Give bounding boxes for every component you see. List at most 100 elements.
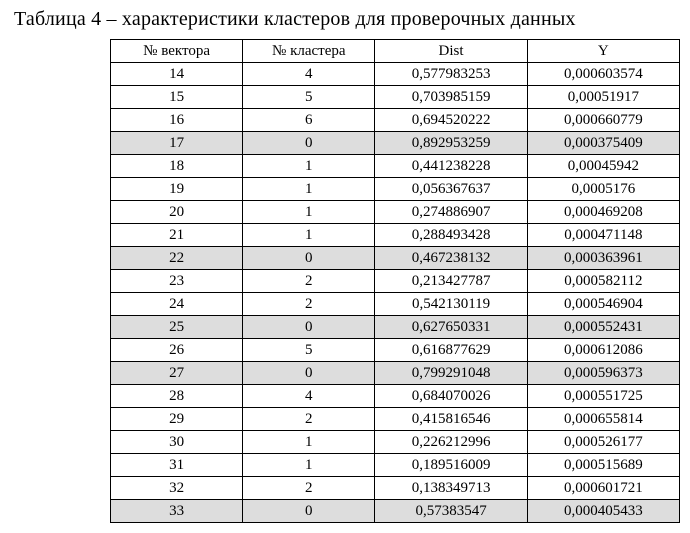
cell-vector: 15 [111, 86, 243, 109]
cell-cluster: 4 [243, 63, 375, 86]
cell-vector: 33 [111, 500, 243, 523]
cell-y: 0,000526177 [527, 431, 679, 454]
cell-dist: 0,627650331 [375, 316, 527, 339]
cell-y: 0,000469208 [527, 201, 679, 224]
cell-y: 0,000552431 [527, 316, 679, 339]
cell-cluster: 0 [243, 247, 375, 270]
cell-dist: 0,288493428 [375, 224, 527, 247]
cell-vector: 25 [111, 316, 243, 339]
cell-dist: 0,138349713 [375, 477, 527, 500]
cell-dist: 0,684070026 [375, 385, 527, 408]
cell-dist: 0,226212996 [375, 431, 527, 454]
table-body: 1440,5779832530,0006035741550,7039851590… [111, 63, 680, 523]
cell-dist: 0,892953259 [375, 132, 527, 155]
cell-y: 0,000546904 [527, 293, 679, 316]
table-row: 2420,5421301190,000546904 [111, 293, 680, 316]
cell-dist: 0,694520222 [375, 109, 527, 132]
table-caption: Таблица 4 – характеристики кластеров для… [14, 8, 680, 31]
table-row: 2700,7992910480,000596373 [111, 362, 680, 385]
table-row: 2010,2748869070,000469208 [111, 201, 680, 224]
table-row: 2110,2884934280,000471148 [111, 224, 680, 247]
cell-dist: 0,467238132 [375, 247, 527, 270]
cell-dist: 0,274886907 [375, 201, 527, 224]
cell-vector: 14 [111, 63, 243, 86]
table-row: 2500,6276503310,000552431 [111, 316, 680, 339]
cell-vector: 30 [111, 431, 243, 454]
table-row: 2320,2134277870,000582112 [111, 270, 680, 293]
cell-dist: 0,056367637 [375, 178, 527, 201]
cell-cluster: 2 [243, 293, 375, 316]
cell-dist: 0,441238228 [375, 155, 527, 178]
cell-y: 0,000551725 [527, 385, 679, 408]
cell-cluster: 2 [243, 270, 375, 293]
cell-y: 0,000582112 [527, 270, 679, 293]
col-header-cluster: № кластера [243, 40, 375, 63]
cluster-table: № вектора № кластера Dist Y 1440,5779832… [110, 39, 680, 523]
cell-y: 0,00045942 [527, 155, 679, 178]
table-row: 3220,1383497130,000601721 [111, 477, 680, 500]
cell-y: 0,000471148 [527, 224, 679, 247]
cell-cluster: 0 [243, 362, 375, 385]
cell-dist: 0,415816546 [375, 408, 527, 431]
cell-vector: 20 [111, 201, 243, 224]
cell-cluster: 0 [243, 500, 375, 523]
cell-cluster: 1 [243, 155, 375, 178]
cell-vector: 18 [111, 155, 243, 178]
cell-vector: 21 [111, 224, 243, 247]
cell-vector: 17 [111, 132, 243, 155]
cell-vector: 29 [111, 408, 243, 431]
table-row: 1440,5779832530,000603574 [111, 63, 680, 86]
cell-y: 0,000375409 [527, 132, 679, 155]
cluster-table-container: № вектора № кластера Dist Y 1440,5779832… [110, 39, 680, 523]
table-row: 2650,6168776290,000612086 [111, 339, 680, 362]
cell-y: 0,000601721 [527, 477, 679, 500]
cell-cluster: 2 [243, 477, 375, 500]
table-row: 3010,2262129960,000526177 [111, 431, 680, 454]
cell-cluster: 1 [243, 224, 375, 247]
cell-cluster: 5 [243, 86, 375, 109]
cell-vector: 19 [111, 178, 243, 201]
cell-dist: 0,189516009 [375, 454, 527, 477]
table-header-row: № вектора № кластера Dist Y [111, 40, 680, 63]
cell-y: 0,000596373 [527, 362, 679, 385]
cell-cluster: 2 [243, 408, 375, 431]
cell-cluster: 6 [243, 109, 375, 132]
cell-y: 0,0005176 [527, 178, 679, 201]
cell-y: 0,000515689 [527, 454, 679, 477]
table-row: 1700,8929532590,000375409 [111, 132, 680, 155]
cell-cluster: 0 [243, 132, 375, 155]
cell-dist: 0,799291048 [375, 362, 527, 385]
cell-vector: 27 [111, 362, 243, 385]
cell-y: 0,000603574 [527, 63, 679, 86]
cell-y: 0,000405433 [527, 500, 679, 523]
cell-cluster: 1 [243, 178, 375, 201]
table-row: 1910,0563676370,0005176 [111, 178, 680, 201]
cell-vector: 23 [111, 270, 243, 293]
cell-y: 0,000363961 [527, 247, 679, 270]
cell-cluster: 1 [243, 431, 375, 454]
cell-cluster: 0 [243, 316, 375, 339]
cell-vector: 26 [111, 339, 243, 362]
cell-dist: 0,577983253 [375, 63, 527, 86]
table-row: 1660,6945202220,000660779 [111, 109, 680, 132]
cell-y: 0,000660779 [527, 109, 679, 132]
cell-dist: 0,616877629 [375, 339, 527, 362]
cell-vector: 24 [111, 293, 243, 316]
cell-vector: 22 [111, 247, 243, 270]
cell-vector: 16 [111, 109, 243, 132]
cell-y: 0,00051917 [527, 86, 679, 109]
table-row: 3300,573835470,000405433 [111, 500, 680, 523]
table-row: 2200,4672381320,000363961 [111, 247, 680, 270]
table-row: 2920,4158165460,000655814 [111, 408, 680, 431]
cell-cluster: 4 [243, 385, 375, 408]
cell-dist: 0,213427787 [375, 270, 527, 293]
cell-dist: 0,57383547 [375, 500, 527, 523]
cell-y: 0,000655814 [527, 408, 679, 431]
table-row: 3110,1895160090,000515689 [111, 454, 680, 477]
table-row: 1810,4412382280,00045942 [111, 155, 680, 178]
cell-cluster: 5 [243, 339, 375, 362]
table-row: 2840,6840700260,000551725 [111, 385, 680, 408]
cell-vector: 31 [111, 454, 243, 477]
cell-dist: 0,703985159 [375, 86, 527, 109]
cell-cluster: 1 [243, 201, 375, 224]
